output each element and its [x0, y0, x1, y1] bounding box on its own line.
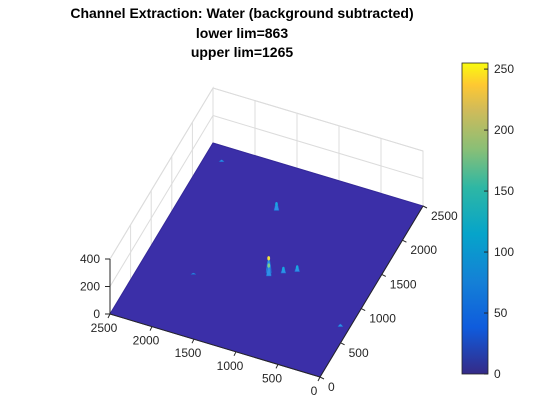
x-tick-mark — [107, 313, 111, 319]
z-tick-label: 400 — [80, 252, 100, 266]
z-tick-label: 0 — [93, 307, 100, 321]
y-tick-mark — [340, 342, 345, 346]
colorbar-tick-label: 100 — [494, 245, 514, 259]
y-tick-mark — [360, 308, 366, 312]
y-tick-label: 0 — [328, 380, 335, 394]
plot-title: Channel Extraction: Water (background su… — [70, 5, 413, 60]
x-tick-label: 0 — [311, 384, 318, 398]
surface-peak — [190, 272, 197, 275]
colorbar-tick-label: 50 — [494, 306, 508, 320]
y-tick-label: 1500 — [390, 277, 417, 291]
colorbar-tick-label: 200 — [494, 123, 514, 137]
z-tick-label: 200 — [80, 280, 100, 294]
grid-line — [109, 115, 214, 287]
colorbar: 0 50 100 150 200 250 — [461, 62, 514, 381]
y-axis-line — [319, 205, 424, 378]
grid-line — [212, 115, 424, 179]
x-axis-line — [109, 313, 321, 378]
title-line-1: Channel Extraction: Water (background su… — [70, 5, 413, 21]
y-tick-label: 500 — [349, 346, 369, 360]
x-tick-mark — [149, 326, 153, 331]
x-tick-mark — [317, 376, 321, 382]
x-tick-label: 2500 — [91, 321, 118, 335]
surface-peaks — [190, 159, 344, 327]
x-tick-label: 2000 — [133, 334, 160, 348]
surface-peak-tip — [267, 263, 271, 268]
x-tick-mark — [233, 351, 237, 357]
y-tick-label: 2500 — [431, 209, 458, 223]
y-tick-mark — [319, 376, 325, 380]
x-tick-label: 1500 — [175, 346, 202, 360]
x-tick-mark — [191, 338, 195, 344]
y-tick-mark — [422, 205, 428, 209]
colorbar-tick-label: 150 — [494, 184, 514, 198]
surface-peak — [337, 323, 344, 327]
surface-peak-tip — [275, 202, 278, 207]
y-tick-mark — [381, 273, 387, 277]
y-axis-ticks: 0 500 1000 1500 2000 2500 — [319, 205, 458, 394]
y-tick-label: 2000 — [410, 243, 437, 257]
title-line-3: upper lim=1265 — [191, 44, 294, 60]
x-tick-label: 500 — [262, 371, 282, 385]
grid-line — [109, 87, 214, 260]
y-tick-label: 1000 — [369, 312, 396, 326]
surface-peak-tip — [295, 265, 299, 270]
x-axis-ticks: 0 500 1000 1500 2000 2500 — [91, 313, 321, 398]
title-line-2: lower lim=863 — [196, 25, 288, 41]
colorbar-gradient — [461, 62, 489, 375]
surface-peak-tip — [282, 266, 285, 272]
x-tick-label: 1000 — [217, 359, 244, 373]
colorbar-ticks: 0 50 100 150 200 250 — [484, 62, 514, 381]
y-tick-mark — [402, 239, 407, 243]
surface-peak-tip — [267, 256, 271, 261]
z-axis-ticks: 0 200 400 — [80, 252, 110, 321]
colorbar-tick-label: 0 — [494, 367, 501, 381]
x-tick-mark — [275, 364, 279, 369]
colorbar-tick-label: 250 — [494, 62, 514, 76]
surface-peak — [218, 159, 225, 162]
grid-line — [212, 87, 424, 152]
